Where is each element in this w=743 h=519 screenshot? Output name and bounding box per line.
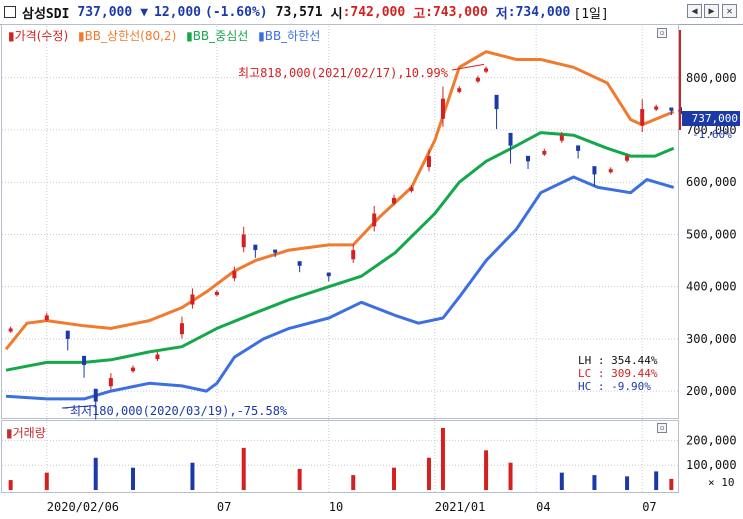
- down-arrow-icon: ▼: [140, 4, 149, 20]
- period-label[interactable]: [1일]: [573, 6, 609, 22]
- x-tick-label: 10: [329, 500, 343, 514]
- close-icon[interactable]: ✕: [722, 4, 737, 18]
- volume-tick-label: 200,000: [686, 433, 737, 447]
- y-tick-label: 300,000: [686, 332, 737, 346]
- y-tick-label: 500,000: [686, 227, 737, 241]
- y-tick-label: 400,000: [686, 280, 737, 294]
- price-legend: ▮가격(수정) ▮BB_상한선(80,2) ▮BB_중심선 ▮BB_하한선: [8, 27, 326, 44]
- low-value: :734,000: [507, 4, 571, 20]
- volume-tick-label: 100,000: [686, 458, 737, 472]
- x-tick-label: 07: [642, 500, 656, 514]
- legend-middle[interactable]: ▮BB_중심선: [186, 29, 249, 43]
- title-bar: 삼성SDI 737,000 ▼ 12,000 (-1.60%) 73,571 시…: [0, 0, 743, 25]
- stat-hc: HC : -9.90%: [578, 380, 651, 393]
- y-tick-label: 800,000: [686, 71, 737, 85]
- select-checkbox[interactable]: [4, 6, 16, 18]
- y-tick-label: 600,000: [686, 175, 737, 189]
- x-tick-label: 07: [217, 500, 231, 514]
- open-value: :742,000: [342, 4, 406, 20]
- stat-lc: LC : 309.44%: [578, 367, 658, 380]
- high-value: :743,000: [425, 4, 488, 20]
- price-badge: 737,000: [682, 111, 740, 126]
- volume-panel-menu-button[interactable]: ▫: [657, 423, 667, 433]
- current-price: 737,000: [77, 4, 133, 20]
- volume-panel: [1, 420, 679, 493]
- y-tick-label: 200,000: [686, 384, 737, 398]
- high-label: 고: [413, 6, 426, 22]
- legend-lower[interactable]: ▮BB_하한선: [258, 29, 321, 43]
- price-change-pct: (-1.60%): [205, 4, 268, 20]
- volume-unit-label: × 10: [708, 476, 735, 489]
- x-tick-label: 04: [536, 500, 550, 514]
- low-annotation: 최저180,000(2020/03/19),-75.58%: [70, 404, 288, 418]
- range-indicator-bar: [679, 30, 681, 130]
- price-change: 12,000: [154, 4, 201, 20]
- low-label: 저: [495, 6, 508, 22]
- open-label: 시: [330, 6, 343, 22]
- price-badge-pct: -1.60%: [692, 128, 732, 141]
- price-panel-menu-button[interactable]: ▫: [657, 28, 667, 38]
- volume-value: 73,571: [275, 4, 323, 20]
- x-tick-label: 2020/02/06: [47, 500, 119, 514]
- legend-price[interactable]: ▮가격(수정): [8, 29, 69, 43]
- stock-name: 삼성SDI: [22, 6, 70, 22]
- prev-button[interactable]: ◀: [687, 4, 702, 18]
- legend-upper[interactable]: ▮BB_상한선(80,2): [77, 29, 177, 43]
- x-tick-label: 2021/01: [435, 500, 486, 514]
- next-button[interactable]: ▶: [704, 4, 719, 18]
- volume-legend[interactable]: ▮거래량: [6, 426, 46, 440]
- stat-lh: LH : 354.44%: [578, 354, 658, 367]
- high-annotation: 최고818,000(2021/02/17),10.99%: [238, 66, 448, 80]
- stats-box: LH : 354.44% LC : 309.44% HC : -9.90%: [578, 354, 657, 393]
